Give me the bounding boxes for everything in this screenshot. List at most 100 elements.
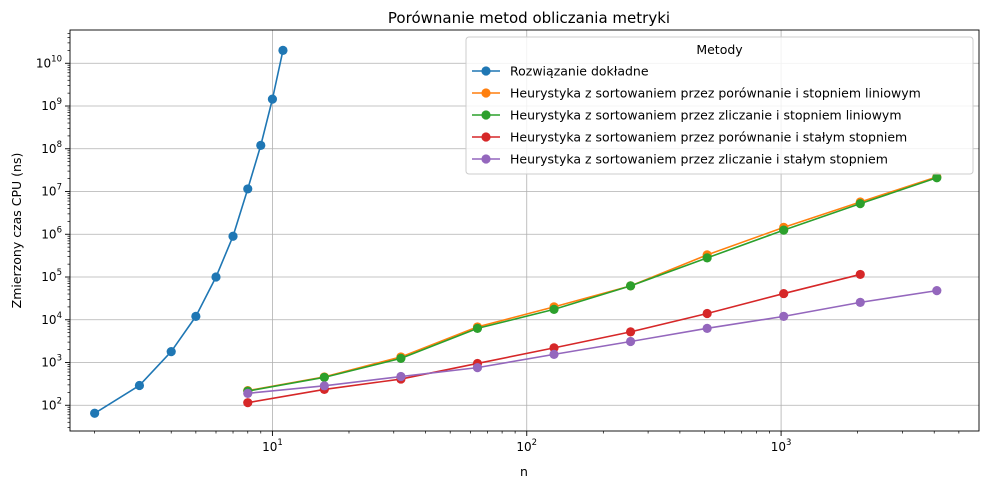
y-tick-label: 105 — [41, 268, 62, 284]
data-point — [779, 288, 789, 299]
y-tick-label: 102 — [41, 396, 62, 412]
y-tick-label: 103 — [41, 354, 62, 370]
y-tick-label: 104 — [41, 311, 62, 327]
data-point — [549, 343, 559, 353]
y-tick-exponent: 8 — [57, 140, 62, 150]
data-point — [549, 304, 559, 314]
x-tick-base: 10 — [262, 440, 277, 454]
legend-label: Heurystyka z sortowaniem przez porównani… — [510, 130, 907, 145]
y-tick-label: 106 — [41, 225, 62, 241]
y-tick-label: 107 — [41, 183, 62, 199]
x-axis-label: n — [520, 464, 528, 479]
y-tick-base: 10 — [41, 313, 56, 327]
x-tick-exponent: 1 — [277, 438, 282, 448]
y-tick-exponent: 6 — [57, 225, 62, 235]
legend-label: Heurystyka z sortowaniem przez porównani… — [510, 86, 921, 101]
legend-label: Heurystyka z sortowaniem przez zliczanie… — [510, 108, 902, 123]
y-tick-base: 10 — [41, 99, 56, 113]
y-tick-base: 10 — [41, 142, 56, 156]
series-line — [94, 50, 284, 414]
x-tick-base: 10 — [516, 440, 531, 454]
data-point — [472, 323, 483, 333]
y-tick-exponent: 2 — [57, 396, 62, 406]
y-tick-exponent: 7 — [57, 183, 62, 193]
y-tick-exponent: 3 — [57, 354, 62, 364]
series-line — [247, 176, 938, 392]
data-point — [134, 380, 145, 391]
series-1 — [90, 45, 288, 418]
y-tick-exponent: 10 — [51, 54, 62, 64]
data-point — [319, 372, 329, 382]
y-tick-base: 10 — [41, 398, 56, 412]
y-tick-exponent: 9 — [57, 97, 62, 107]
y-tick-exponent: 4 — [57, 311, 62, 321]
legend-item: Heurystyka z sortowaniem przez porównani… — [472, 130, 907, 145]
x-tick-label: 101 — [262, 438, 283, 454]
x-tick-label: 102 — [516, 438, 537, 454]
data-point — [932, 173, 942, 183]
data-point — [472, 363, 483, 373]
y-tick-base: 10 — [41, 356, 56, 370]
legend-label: Heurystyka z sortowaniem przez zliczanie… — [510, 152, 888, 167]
data-point — [267, 94, 278, 104]
series-line — [247, 289, 937, 395]
data-point — [228, 231, 238, 241]
data-point — [90, 408, 100, 418]
data-point — [779, 225, 789, 235]
series-line — [247, 176, 938, 392]
series-3 — [243, 173, 942, 396]
data-point — [191, 311, 201, 321]
data-point — [319, 381, 329, 391]
plot-frame — [69, 29, 980, 432]
y-tick-base: 10 — [41, 227, 56, 241]
y-tick-label: 1010 — [36, 54, 62, 70]
data-point — [855, 199, 865, 209]
data-point — [396, 371, 406, 382]
y-tick-base: 10 — [41, 185, 56, 199]
legend-marker — [481, 66, 491, 76]
legend-box — [465, 36, 974, 175]
legend-item: Heurystyka z sortowaniem przez zliczanie… — [472, 152, 888, 167]
data-point — [278, 45, 288, 56]
data-point — [702, 308, 712, 319]
legend-item: Rozwiązanie dokładne — [472, 64, 649, 79]
data-point — [211, 272, 221, 282]
series-layer — [90, 45, 942, 418]
legend-label: Rozwiązanie dokładne — [510, 64, 649, 79]
y-tick-base: 10 — [41, 270, 56, 284]
data-point — [243, 388, 253, 398]
chart-title: Porównanie metod obliczania metryki — [388, 9, 670, 27]
data-point — [855, 297, 865, 307]
legend-marker — [481, 132, 491, 142]
data-point — [549, 349, 559, 359]
y-tick-exponent: 5 — [57, 268, 62, 278]
data-point — [243, 398, 253, 408]
y-axis-label: Zmierzony czas CPU (ns) — [9, 153, 24, 309]
y-tick-base: 10 — [36, 56, 51, 70]
y-tick-label: 108 — [41, 140, 62, 156]
data-point — [625, 336, 636, 347]
legend-item: Heurystyka z sortowaniem przez porównani… — [472, 86, 921, 101]
legend-item: Heurystyka z sortowaniem przez zliczanie… — [472, 108, 902, 123]
data-point — [625, 327, 636, 337]
data-point — [779, 311, 789, 321]
data-point — [855, 269, 865, 280]
data-point — [256, 140, 266, 150]
data-point — [396, 353, 406, 363]
series-5 — [243, 286, 942, 398]
data-point — [625, 281, 636, 291]
x-tick-exponent: 3 — [786, 438, 791, 448]
legend-marker — [481, 88, 491, 98]
legend-marker — [481, 154, 491, 164]
y-tick-label: 109 — [41, 97, 62, 113]
legend: Metody Rozwiązanie dokładne Heurystyka z s… — [465, 36, 974, 175]
x-tick-exponent: 2 — [532, 438, 537, 448]
data-point — [243, 184, 253, 194]
legend-title: Metody — [696, 42, 743, 57]
data-point — [932, 286, 942, 296]
legend-marker — [481, 110, 491, 120]
x-tick-base: 10 — [771, 440, 786, 454]
x-tick-label: 103 — [771, 438, 792, 454]
